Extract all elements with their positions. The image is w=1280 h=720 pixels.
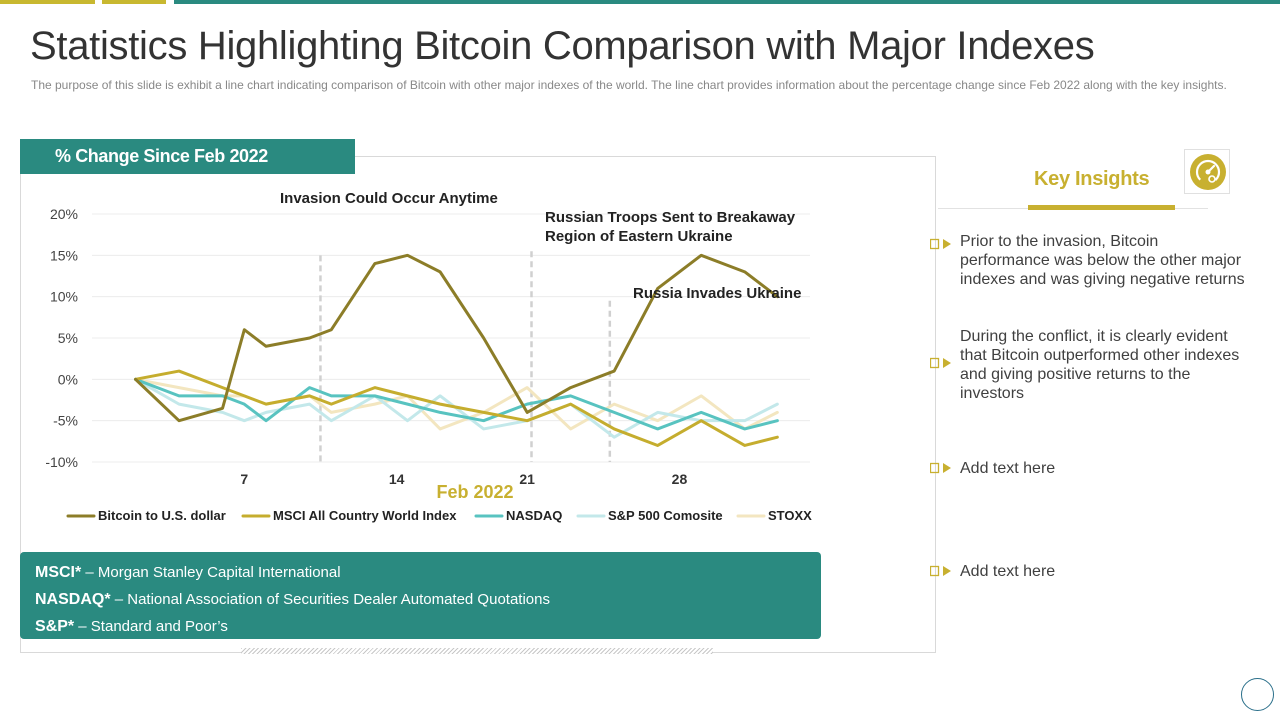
series-line-nasdaq <box>134 377 779 431</box>
page-title: Statistics Highlighting Bitcoin Comparis… <box>30 24 1095 68</box>
gauge-icon <box>1190 154 1226 190</box>
series-line-bitcoin-to-u-s-dollar <box>134 253 779 423</box>
series-line-msci-all-country-world-index <box>134 369 779 447</box>
abbreviation-nasdaq: NASDAQ* – National Association of Securi… <box>35 591 550 608</box>
line-chart: 20% 15% 10% 5% 0% -5% -10% 7 14 21 28 Invasion Coul… <box>45 190 812 523</box>
arrow-bullet-icon <box>930 238 951 250</box>
y-tick-label: -10% <box>45 454 78 470</box>
y-tick-label: 20% <box>50 206 78 222</box>
legend-label: NASDAQ <box>506 508 562 523</box>
x-tick-label: 7 <box>240 471 248 487</box>
y-tick-label: 0% <box>58 371 78 387</box>
abbreviations-box: MSCI* – Morgan Stanley Capital Internati… <box>20 552 821 639</box>
annotation-label: Invasion Could Occur Anytime <box>280 190 498 207</box>
top-accent-bar-gold-1 <box>0 0 95 4</box>
x-tick-label: 21 <box>519 471 535 487</box>
abbreviation-sp: S&P* – Standard and Poor’s <box>35 618 228 635</box>
abbreviation-msci: MSCI* – Morgan Stanley Capital Internati… <box>35 564 341 581</box>
arrow-bullet-icon <box>930 357 951 369</box>
legend-label: Bitcoin to U.S. dollar <box>98 508 226 523</box>
key-insights-title: Key Insights <box>1034 168 1150 190</box>
y-tick-label: 5% <box>58 330 78 346</box>
insights-icon-box <box>1184 149 1230 194</box>
key-insights-underline <box>1028 205 1175 210</box>
arrow-bullet-icon <box>930 462 951 474</box>
y-tick-label: 10% <box>50 289 78 305</box>
annotation-label: Russian Troops Sent to Breakaway <box>545 209 796 226</box>
insight-text: Add text here <box>960 460 1056 477</box>
legend-label: MSCI All Country World Index <box>273 508 457 523</box>
page-subtitle: The purpose of this slide is exhibit a l… <box>31 78 1227 92</box>
chart-header: % Change Since Feb 2022 <box>20 139 355 174</box>
x-axis-title: Feb 2022 <box>436 482 513 502</box>
legend-label: STOXX <box>768 508 812 523</box>
x-tick-label: 28 <box>672 471 688 487</box>
legend-label: S&P 500 Comosite <box>608 508 723 523</box>
x-tick-label: 14 <box>389 471 405 487</box>
top-accent-bar-gold-2 <box>102 0 166 4</box>
insight-text: Add text here <box>960 563 1056 580</box>
y-tick-label: 15% <box>50 247 78 263</box>
chart-frame-hatch <box>241 648 713 654</box>
top-accent-bar-teal <box>174 0 1280 4</box>
y-tick-label: -5% <box>53 413 78 429</box>
annotation-label: Russia Invades Ukraine <box>633 285 801 302</box>
arrow-bullet-icon <box>930 565 951 577</box>
insight-text: During the conflict, it is clearly evide… <box>960 328 1240 402</box>
corner-circle-decoration <box>1241 678 1274 711</box>
annotation-label: Region of Eastern Ukraine <box>545 228 733 245</box>
insight-text: Prior to the invasion, Bitcoin performan… <box>960 233 1245 288</box>
